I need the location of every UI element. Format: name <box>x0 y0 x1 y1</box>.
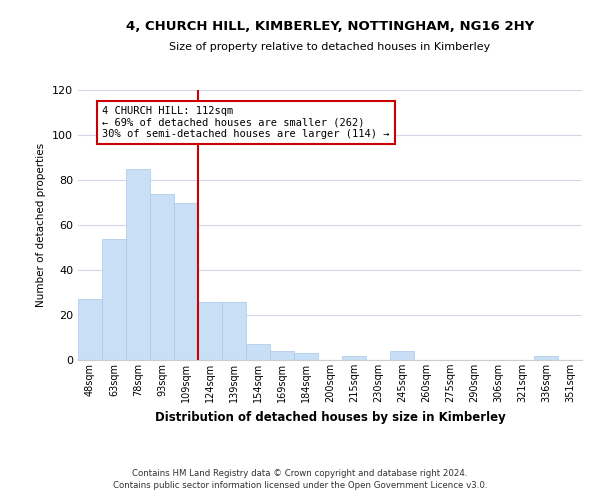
Text: 4 CHURCH HILL: 112sqm
← 69% of detached houses are smaller (262)
30% of semi-det: 4 CHURCH HILL: 112sqm ← 69% of detached … <box>102 106 389 139</box>
Bar <box>270 351 294 360</box>
Text: Contains HM Land Registry data © Crown copyright and database right 2024.: Contains HM Land Registry data © Crown c… <box>132 468 468 477</box>
Text: Contains public sector information licensed under the Open Government Licence v3: Contains public sector information licen… <box>113 481 487 490</box>
Text: 4, CHURCH HILL, KIMBERLEY, NOTTINGHAM, NG16 2HY: 4, CHURCH HILL, KIMBERLEY, NOTTINGHAM, N… <box>126 20 534 33</box>
Text: Size of property relative to detached houses in Kimberley: Size of property relative to detached ho… <box>169 42 491 52</box>
Bar <box>342 356 366 360</box>
Bar <box>294 353 318 360</box>
Bar <box>222 302 246 360</box>
Bar <box>102 238 126 360</box>
Y-axis label: Number of detached properties: Number of detached properties <box>37 143 46 307</box>
Bar <box>78 299 102 360</box>
Bar <box>246 344 270 360</box>
Bar <box>126 169 150 360</box>
Bar <box>174 202 198 360</box>
Bar <box>534 356 558 360</box>
X-axis label: Distribution of detached houses by size in Kimberley: Distribution of detached houses by size … <box>155 410 505 424</box>
Bar <box>150 194 174 360</box>
Bar <box>198 302 222 360</box>
Bar <box>390 351 414 360</box>
